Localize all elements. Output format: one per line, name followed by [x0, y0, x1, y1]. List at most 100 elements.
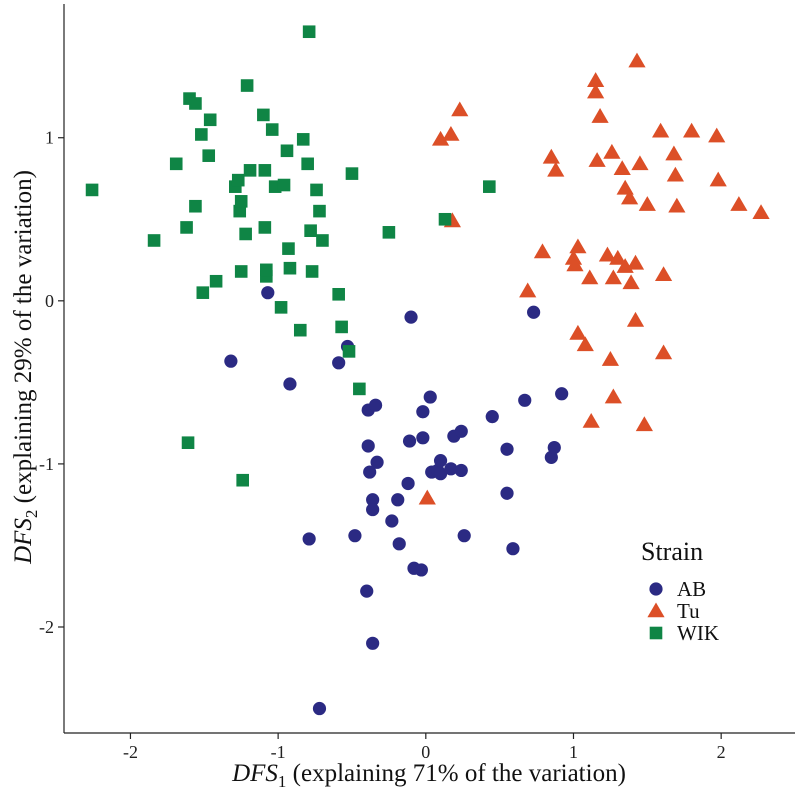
point-tu	[598, 246, 617, 262]
point-tu	[431, 130, 450, 146]
legend-key-ab	[649, 582, 663, 596]
point-tu	[533, 243, 552, 259]
point-tu	[709, 171, 727, 187]
point-tu	[638, 196, 656, 211]
point-wik	[236, 473, 249, 487]
point-tu	[635, 416, 653, 432]
point-tu	[418, 489, 436, 505]
point-ab	[348, 529, 362, 543]
legend-label-tu: Tu	[677, 599, 700, 623]
x-tick-label: 2	[717, 742, 726, 762]
point-tu	[566, 256, 584, 272]
point-tu	[613, 160, 631, 176]
x-tick-label: 1	[569, 742, 578, 762]
x-axis-title: DFS1 (explaining 71% of the variation)	[231, 760, 626, 791]
point-ab	[332, 356, 346, 370]
point-ab	[366, 636, 380, 650]
y-axis-symbol: DFS	[10, 518, 37, 565]
point-tu	[569, 324, 587, 340]
point-tu	[604, 388, 622, 404]
point-tu	[519, 282, 537, 298]
y-tick-label: 0	[45, 291, 54, 311]
point-tu	[587, 72, 605, 87]
x-axis-symbol: DFS	[231, 760, 278, 787]
point-ab	[366, 502, 380, 517]
point-tu	[666, 166, 684, 182]
point-tu	[622, 274, 640, 290]
point-ab	[370, 455, 384, 469]
point-tu	[652, 122, 670, 138]
point-wik	[258, 164, 272, 177]
point-wik	[243, 164, 257, 177]
point-wik	[382, 226, 396, 239]
x-tick-label: -2	[123, 742, 138, 762]
point-ab	[444, 462, 458, 476]
point-tu	[576, 336, 594, 352]
point-tu	[631, 155, 649, 171]
point-wik	[342, 345, 356, 358]
point-ab	[283, 377, 297, 391]
point-wik	[260, 263, 273, 277]
point-wik	[293, 323, 307, 337]
point-tu	[547, 161, 565, 177]
point-tu	[730, 196, 748, 211]
point-tu	[451, 101, 469, 117]
point-wik	[335, 320, 348, 334]
point-tu	[591, 108, 609, 123]
point-ab	[366, 493, 380, 507]
point-ab	[485, 410, 499, 424]
x-tick-label: -1	[271, 742, 286, 762]
point-tu	[708, 127, 726, 143]
point-tu	[442, 125, 460, 141]
point-ab	[402, 434, 417, 448]
point-ab	[361, 439, 375, 453]
legend-key-wik	[649, 626, 663, 640]
point-tu	[626, 254, 645, 270]
point-ab	[506, 542, 520, 556]
point-ab	[392, 537, 406, 551]
point-ab	[368, 398, 383, 412]
point-ab	[547, 440, 561, 455]
point-ab	[555, 387, 569, 401]
y-tick-label: 1	[45, 128, 54, 148]
point-ab	[363, 465, 377, 479]
point-wik	[85, 183, 99, 197]
x-tick-label: 0	[421, 742, 430, 762]
point-ab	[454, 424, 468, 438]
point-ab	[391, 493, 405, 507]
point-tu	[626, 311, 645, 327]
point-wik	[274, 301, 288, 314]
point-ab	[433, 454, 448, 468]
point-tu	[604, 269, 622, 285]
point-ab	[423, 390, 437, 404]
point-wik	[483, 180, 496, 193]
point-wik	[282, 242, 295, 255]
point-wik	[231, 173, 245, 187]
point-wik	[233, 204, 247, 218]
point-ab	[433, 467, 448, 481]
legend-key-tu	[647, 602, 665, 618]
data-points	[85, 25, 770, 716]
x-axis-label-text: (explaining 71% of the variation)	[286, 760, 625, 787]
y-tick-label: -1	[39, 454, 54, 474]
point-ab	[261, 286, 275, 300]
point-ab	[457, 529, 471, 543]
point-wik	[203, 113, 217, 127]
point-wik	[147, 234, 161, 247]
point-wik	[257, 108, 270, 122]
point-wik	[258, 221, 272, 234]
point-tu	[603, 143, 621, 159]
point-ab	[416, 431, 430, 445]
point-wik	[310, 183, 323, 197]
point-wik	[316, 234, 329, 247]
point-tu	[587, 83, 605, 99]
x-axis-subscript: 1	[278, 772, 287, 791]
legend-title: Strain	[641, 537, 703, 566]
point-tu	[628, 52, 646, 68]
point-ab	[404, 310, 418, 324]
point-tu	[601, 351, 620, 366]
point-tu	[582, 413, 600, 428]
point-tu	[569, 238, 587, 254]
series-wik	[85, 25, 496, 487]
